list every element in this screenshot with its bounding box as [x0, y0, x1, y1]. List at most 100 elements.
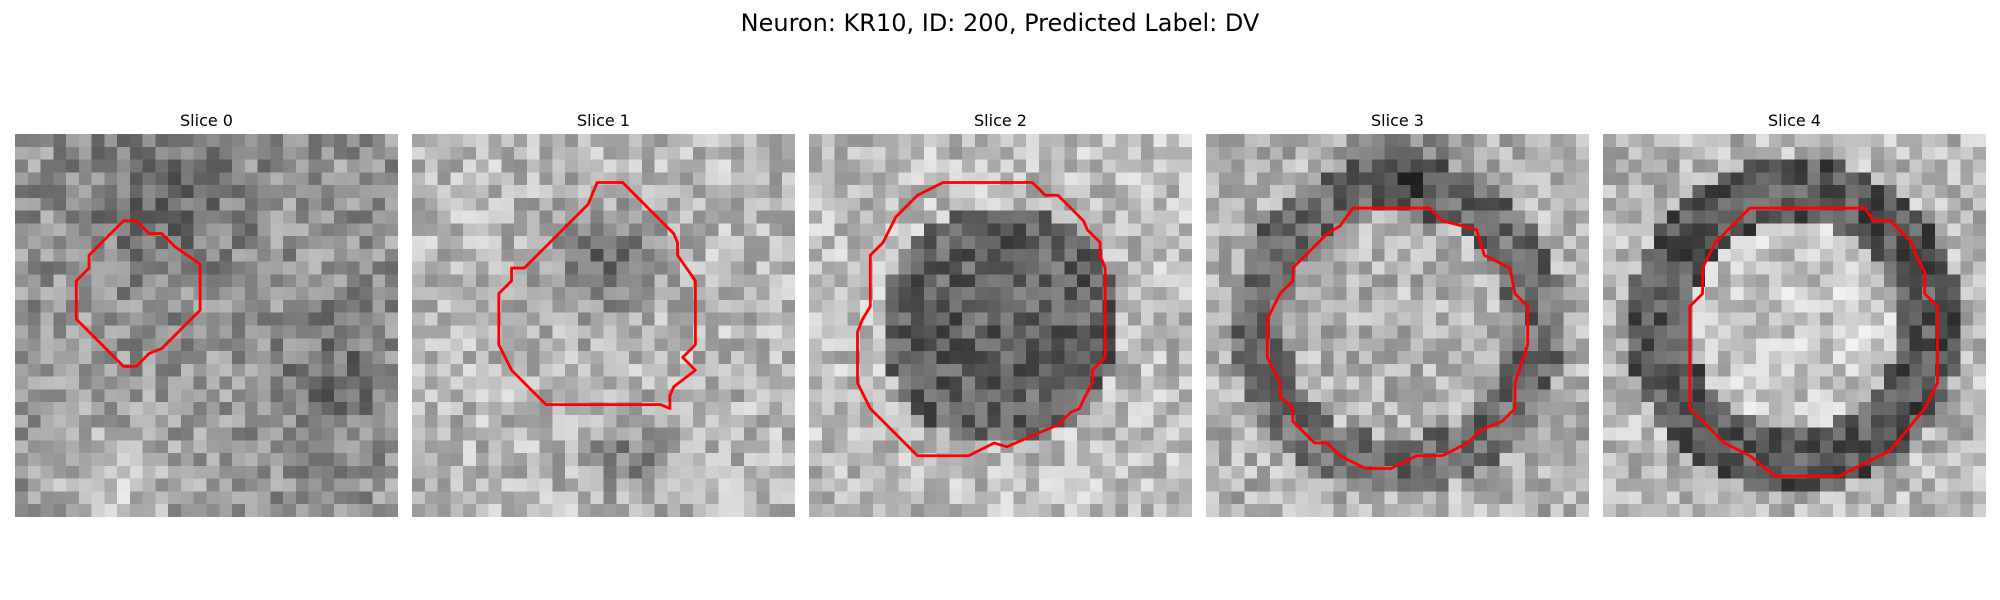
- image-pixel: [1231, 172, 1245, 186]
- image-pixel: [1282, 236, 1296, 250]
- image-pixel: [488, 453, 502, 467]
- image-pixel: [463, 376, 477, 390]
- image-pixel: [346, 351, 360, 365]
- image-pixel: [1308, 172, 1322, 186]
- image-pixel: [949, 210, 963, 224]
- image-pixel: [295, 363, 309, 377]
- image-pixel: [1820, 427, 1834, 441]
- image-pixel: [603, 299, 617, 313]
- image-pixel: [860, 491, 874, 505]
- image-pixel: [1461, 159, 1475, 173]
- image-pixel: [1013, 248, 1027, 262]
- image-pixel: [15, 274, 29, 288]
- image-pixel: [1153, 223, 1167, 237]
- image-pixel: [629, 274, 643, 288]
- image-pixel: [1641, 363, 1655, 377]
- image-pixel: [911, 504, 925, 517]
- image-pixel: [424, 414, 438, 428]
- image-pixel: [193, 325, 207, 339]
- image-pixel: [475, 414, 489, 428]
- image-pixel: [1384, 159, 1398, 173]
- image-pixel: [1231, 427, 1245, 441]
- image-pixel: [1448, 287, 1462, 301]
- image-pixel: [1576, 414, 1589, 428]
- image-pixel: [1743, 504, 1757, 517]
- image-pixel: [27, 287, 41, 301]
- image-pixel: [629, 299, 643, 313]
- image-pixel: [860, 197, 874, 211]
- image-pixel: [1179, 223, 1192, 237]
- image-pixel: [898, 223, 912, 237]
- image-pixel: [565, 453, 579, 467]
- image-pixel: [923, 440, 937, 454]
- image-pixel: [577, 440, 591, 454]
- image-pixel: [1896, 402, 1910, 416]
- image-pixel: [53, 338, 67, 352]
- image-pixel: [346, 223, 360, 237]
- image-pixel: [1423, 478, 1437, 492]
- image-pixel: [1435, 376, 1449, 390]
- image-pixel: [923, 134, 937, 148]
- image-pixel: [180, 351, 194, 365]
- image-pixel: [206, 287, 220, 301]
- image-pixel: [219, 465, 233, 479]
- image-pixel: [1666, 504, 1680, 517]
- image-pixel: [526, 465, 540, 479]
- image-pixel: [898, 338, 912, 352]
- image-pixel: [1064, 261, 1078, 275]
- image-pixel: [1550, 491, 1564, 505]
- image-pixel: [1206, 325, 1220, 339]
- image-pixel: [1206, 491, 1220, 505]
- image-pixel: [590, 210, 604, 224]
- image-pixel: [1960, 389, 1974, 403]
- image-pixel: [1883, 504, 1897, 517]
- image-pixel: [232, 440, 246, 454]
- image-pixel: [1781, 325, 1795, 339]
- image-pixel: [1333, 363, 1347, 377]
- image-pixel: [1896, 414, 1910, 428]
- image-pixel: [629, 440, 643, 454]
- image-pixel: [1077, 236, 1091, 250]
- image-pixel: [1807, 134, 1821, 148]
- image-pixel: [654, 159, 668, 173]
- image-pixel: [769, 134, 783, 148]
- image-pixel: [1064, 172, 1078, 186]
- image-pixel: [923, 478, 937, 492]
- image-pixel: [1423, 427, 1437, 441]
- image-pixel: [1832, 351, 1846, 365]
- image-pixel: [1051, 223, 1065, 237]
- image-pixel: [1947, 146, 1961, 160]
- image-pixel: [1563, 159, 1577, 173]
- image-pixel: [1410, 465, 1424, 479]
- image-pixel: [142, 185, 156, 199]
- image-pixel: [155, 261, 169, 275]
- image-pixel: [104, 287, 118, 301]
- image-pixel: [1858, 236, 1872, 250]
- image-pixel: [1218, 146, 1232, 160]
- image-pixel: [219, 427, 233, 441]
- image-pixel: [1013, 402, 1027, 416]
- image-pixel: [526, 223, 540, 237]
- image-pixel: [834, 236, 848, 250]
- image-pixel: [463, 402, 477, 416]
- image-pixel: [1282, 299, 1296, 313]
- image-pixel: [1705, 159, 1719, 173]
- image-pixel: [590, 274, 604, 288]
- image-pixel: [565, 223, 579, 237]
- image-pixel: [1486, 236, 1500, 250]
- image-pixel: [1064, 274, 1078, 288]
- image-pixel: [962, 274, 976, 288]
- image-pixel: [1743, 402, 1757, 416]
- image-pixel: [270, 287, 284, 301]
- image-pixel: [731, 159, 745, 173]
- image-pixel: [501, 287, 515, 301]
- image-pixel: [463, 414, 477, 428]
- image-pixel: [1051, 134, 1065, 148]
- image-pixel: [424, 134, 438, 148]
- image-pixel: [40, 402, 54, 416]
- image-pixel: [1461, 414, 1475, 428]
- image-pixel: [219, 299, 233, 313]
- image-pixel: [923, 236, 937, 250]
- image-pixel: [295, 223, 309, 237]
- image-pixel: [1179, 325, 1192, 339]
